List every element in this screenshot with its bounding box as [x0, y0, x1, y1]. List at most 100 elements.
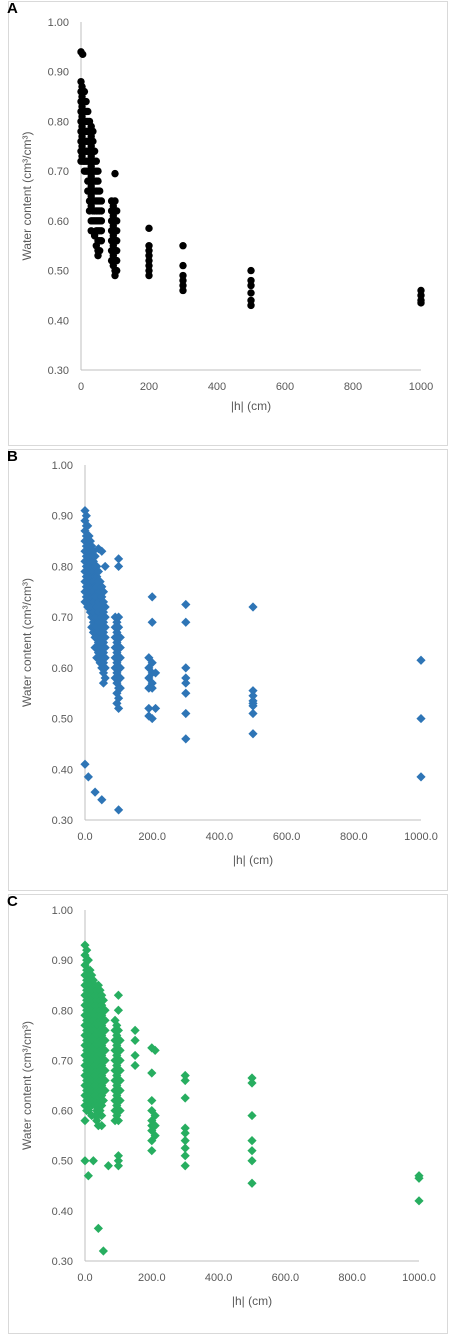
- data-point: [247, 1073, 257, 1083]
- data-point: [97, 207, 106, 215]
- data-point: [247, 266, 255, 275]
- data-points: [80, 940, 424, 1256]
- y-tick-label: 0.30: [52, 815, 73, 827]
- data-point: [89, 127, 97, 136]
- data-point: [114, 622, 124, 632]
- data-point: [92, 157, 101, 165]
- data-point: [112, 698, 122, 708]
- data-point: [147, 713, 157, 724]
- data-point: [80, 759, 90, 769]
- data-point: [100, 622, 110, 632]
- y-tick-label: 0.40: [48, 315, 69, 327]
- scatter-chart-b: 0.30 0.40 0.50 0.60 0.70 0.80 0.90 1.00 0.0 200.0…: [20, 460, 438, 867]
- data-point: [144, 703, 154, 714]
- y-tick-label: 0.90: [52, 511, 73, 523]
- data-point: [414, 1196, 424, 1206]
- data-point: [83, 1171, 93, 1181]
- x-tick-label: 800.0: [340, 831, 368, 843]
- y-axis-title: Water content (cm³/cm³): [20, 132, 34, 261]
- x-tick-label: 1000.0: [404, 831, 438, 843]
- x-tick-label: 200: [140, 381, 158, 393]
- data-point: [180, 1123, 190, 1133]
- data-point: [248, 708, 258, 719]
- x-tick-label: 400.0: [205, 1272, 233, 1284]
- data-point: [115, 683, 125, 693]
- data-point: [179, 286, 187, 295]
- x-axis-title: |h| (cm): [233, 853, 273, 867]
- data-point: [145, 271, 153, 280]
- data-point: [247, 1110, 257, 1121]
- data-point: [247, 1078, 257, 1088]
- data-point: [80, 1156, 90, 1166]
- data-point: [115, 1065, 125, 1076]
- data-point: [147, 1136, 157, 1146]
- data-point: [248, 691, 258, 701]
- data-point: [181, 617, 191, 627]
- data-point: [247, 1178, 257, 1188]
- data-point: [112, 648, 122, 658]
- data-point: [90, 147, 99, 155]
- data-point: [247, 1146, 257, 1156]
- data-point: [179, 261, 187, 270]
- data-point: [111, 169, 119, 178]
- data-point: [112, 627, 122, 637]
- data-point: [248, 701, 258, 711]
- data-point: [115, 673, 125, 683]
- y-tick-label: 0.60: [48, 216, 69, 228]
- panel-label: C: [7, 893, 18, 910]
- data-point: [90, 551, 100, 561]
- data-point: [97, 217, 106, 225]
- data-point: [417, 299, 425, 307]
- x-tick-label: 200.0: [138, 831, 166, 843]
- data-point: [130, 1050, 140, 1061]
- data-point: [100, 653, 110, 663]
- y-tick-label: 1.00: [52, 905, 73, 917]
- data-point: [80, 1116, 90, 1126]
- data-point: [181, 599, 191, 610]
- data-point: [97, 546, 107, 556]
- data-point: [113, 1005, 123, 1015]
- chart-panel-b: B 0.30 0.40 0.50 0.60 0.70 0.80 0.90 1.00 0.0 200…: [7, 448, 448, 891]
- data-point: [145, 224, 153, 233]
- data-point: [115, 1035, 125, 1045]
- data-point: [100, 1005, 110, 1015]
- data-point: [96, 246, 104, 255]
- data-point: [82, 945, 92, 955]
- y-tick-label: 0.30: [52, 1256, 73, 1268]
- scatter-chart-a: 0.30 0.40 0.50 0.60 0.70 0.80 0.90 1.00 0 200 400 6…: [20, 17, 433, 413]
- y-tick-label: 0.40: [52, 764, 73, 776]
- y-tick-label: 0.30: [48, 365, 69, 377]
- x-axis-title: |h| (cm): [231, 399, 271, 413]
- data-point: [97, 237, 106, 245]
- data-point: [247, 301, 255, 310]
- data-point: [100, 561, 110, 572]
- data-point: [113, 1116, 123, 1126]
- y-tick-label: 0.60: [52, 1106, 73, 1118]
- data-point: [113, 207, 121, 215]
- data-point: [147, 617, 157, 627]
- data-point: [115, 1105, 125, 1116]
- data-point: [114, 554, 124, 564]
- data-point: [150, 1045, 160, 1055]
- data-point: [98, 995, 108, 1005]
- y-tick-label: 0.50: [48, 266, 69, 278]
- y-tick-label: 0.90: [48, 67, 69, 79]
- data-point: [80, 506, 90, 516]
- panel-label: A: [7, 0, 18, 17]
- data-point: [97, 197, 106, 205]
- data-point: [130, 1060, 140, 1071]
- data-point: [100, 1025, 110, 1035]
- data-point: [98, 587, 109, 597]
- data-point: [113, 217, 121, 225]
- x-tick-label: 1000.0: [402, 1272, 436, 1284]
- data-point: [180, 1143, 190, 1153]
- data-point: [100, 1065, 110, 1076]
- data-point: [111, 197, 119, 205]
- data-point: [97, 795, 107, 805]
- data-point: [100, 602, 110, 612]
- data-point: [100, 673, 110, 683]
- data-point: [100, 1075, 110, 1086]
- y-tick-label: 0.70: [52, 612, 73, 624]
- data-point: [247, 1136, 257, 1146]
- y-tick-label: 0.50: [52, 1156, 73, 1168]
